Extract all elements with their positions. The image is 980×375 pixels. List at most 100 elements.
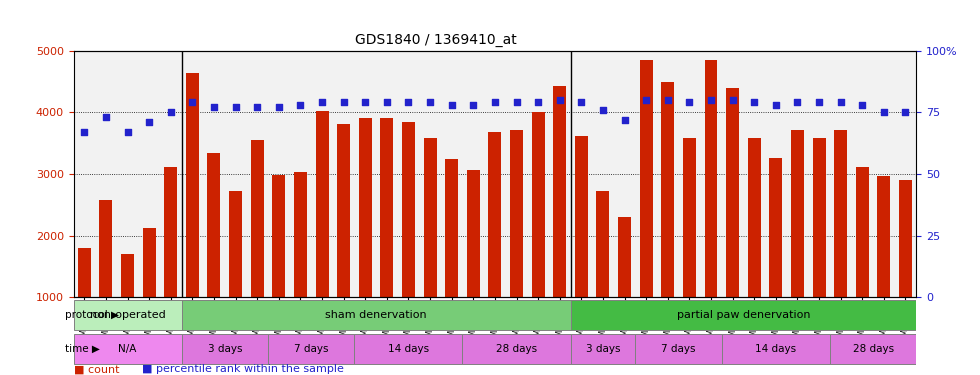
Bar [466,170,480,297]
Point [163,110,178,116]
Text: ■ count: ■ count [74,364,119,374]
Point [768,102,784,108]
Point [358,99,373,105]
Point [811,99,827,105]
Point [638,97,654,103]
Bar [423,138,436,297]
Point [725,97,741,103]
Point [293,102,309,108]
Bar [272,175,285,297]
Bar [359,118,371,297]
Point [379,99,395,105]
Point [833,99,849,105]
Bar [316,111,328,297]
Bar [445,159,459,297]
Bar [726,88,739,297]
Point [552,97,567,103]
Bar [143,228,156,297]
Point [747,99,762,105]
Point [206,104,221,110]
Text: sham denervation: sham denervation [325,310,427,320]
Bar [722,334,830,364]
Text: 3 days: 3 days [586,344,620,354]
Bar [877,177,891,297]
Point [444,102,460,108]
Point [704,97,719,103]
Text: 3 days: 3 days [208,344,242,354]
Point [487,99,503,105]
Bar [856,167,868,297]
Text: protocol ▶: protocol ▶ [65,310,119,320]
Point [249,104,265,110]
Bar [208,153,220,297]
Bar [251,140,264,297]
Point [184,99,200,105]
Point [76,129,92,135]
Point [509,99,524,105]
Bar [74,300,181,330]
Bar [618,217,631,297]
Point [660,97,675,103]
Point [855,102,870,108]
Text: N/A: N/A [119,344,137,354]
Bar [570,300,916,330]
Point [616,117,632,123]
Bar [181,300,570,330]
Text: 28 days: 28 days [853,344,894,354]
Point [466,102,481,108]
Bar [769,158,782,297]
Bar [77,248,91,297]
Text: time ▶: time ▶ [65,344,100,354]
Bar [531,112,545,297]
Bar [791,130,804,297]
Point [876,110,892,116]
Text: 28 days: 28 days [496,344,537,354]
Bar [337,124,350,297]
Text: 14 days: 14 days [388,344,429,354]
Point [595,107,611,113]
Point [401,99,416,105]
Text: 7 days: 7 days [662,344,696,354]
Bar [510,130,523,297]
Point [898,110,913,116]
Bar [99,200,113,297]
Point [315,99,330,105]
Bar [463,334,570,364]
Point [681,99,697,105]
Point [336,99,352,105]
Text: 14 days: 14 days [756,344,797,354]
Bar [705,60,717,297]
Point [790,99,806,105]
Bar [402,122,415,297]
Point [270,104,286,110]
Bar [380,118,393,297]
Bar [662,82,674,297]
Point [141,119,157,125]
Bar [294,171,307,297]
Bar [570,334,635,364]
Point [227,104,243,110]
Point [530,99,546,105]
Point [422,99,438,105]
Text: ■ percentile rank within the sample: ■ percentile rank within the sample [142,364,344,374]
Bar [683,138,696,297]
Bar [355,334,463,364]
Bar [165,167,177,297]
Bar [554,86,566,297]
Text: non-operated: non-operated [89,310,166,320]
Point [573,99,589,105]
Bar [488,132,502,297]
Bar [229,191,242,297]
Bar [597,190,610,297]
Point [120,129,135,135]
Bar [74,334,181,364]
Text: GDS1840 / 1369410_at: GDS1840 / 1369410_at [355,33,517,47]
Bar [812,138,825,297]
Bar [186,73,199,297]
Bar [635,334,722,364]
Bar [122,254,134,297]
Bar [834,130,847,297]
Bar [830,334,916,364]
Point [98,114,114,120]
Bar [181,334,268,364]
